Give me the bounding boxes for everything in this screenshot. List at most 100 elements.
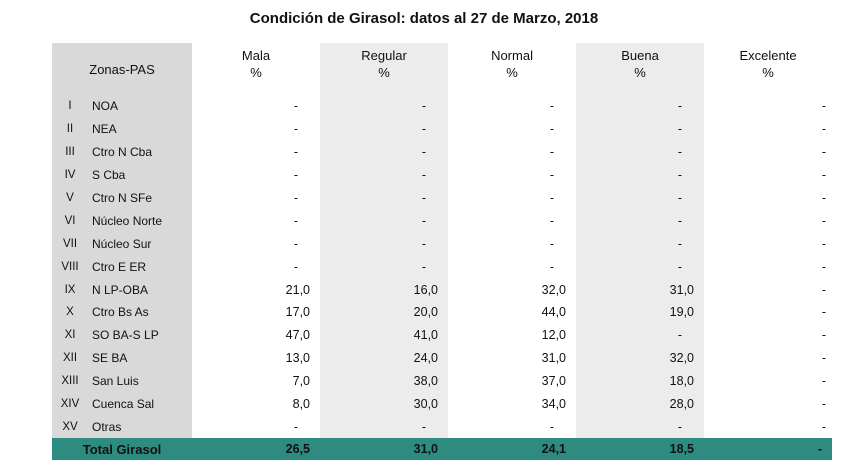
value-cell: - — [821, 351, 827, 366]
column-name: Normal — [491, 48, 533, 63]
value-cell: - — [320, 415, 449, 439]
zone-name: SO BA-S LP — [88, 323, 193, 347]
value-cell: - — [549, 145, 555, 160]
value-cell: 41,0 — [320, 323, 449, 347]
table-row: XIV Cuenca Sal 8,0 30,0 34,0 28,0 - — [52, 392, 832, 416]
value-cell: - — [821, 282, 827, 297]
value-cell: - — [821, 236, 827, 251]
table-row: VI Núcleo Norte - - - - - — [52, 209, 832, 233]
value-cell: 8,0 — [292, 397, 311, 412]
value-cell: - — [320, 163, 449, 187]
value-cell: - — [320, 209, 449, 233]
value-cell: - — [549, 259, 555, 274]
value-cell: 32,0 — [541, 282, 567, 297]
total-row: Total Girasol 26,5 31,0 24,1 18,5 - — [52, 438, 833, 461]
column-header-excelente: Excelente% — [704, 43, 832, 95]
value-cell: - — [576, 95, 705, 118]
zone-name: NOA — [88, 95, 193, 118]
value-cell: 37,0 — [541, 374, 567, 389]
value-cell: - — [576, 117, 705, 141]
value-cell: - — [576, 255, 705, 279]
value-cell: - — [821, 213, 827, 228]
value-cell: - — [320, 255, 449, 279]
zone-number: XIV — [52, 392, 88, 416]
zone-number: VI — [52, 209, 88, 233]
total-cell: 31,0 — [320, 438, 449, 461]
table-row: XI SO BA-S LP 47,0 41,0 12,0- - — [52, 323, 832, 347]
total-cell: 18,5 — [576, 438, 705, 461]
value-cell: - — [821, 259, 827, 274]
value-cell: - — [821, 122, 827, 137]
header-row: Zonas-PAS Mala% Regular% Normal% Buena% … — [52, 43, 832, 95]
value-cell: - — [549, 122, 555, 137]
column-name: Buena — [621, 48, 659, 63]
value-cell: - — [821, 191, 827, 205]
total-cell: 24,1 — [448, 438, 577, 461]
value-cell: - — [821, 328, 827, 343]
table-row: VII Núcleo Sur - - - - - — [52, 232, 832, 256]
column-header-mala: Mala% — [192, 43, 320, 95]
value-cell: - — [293, 145, 299, 160]
value-cell: - — [821, 99, 827, 114]
zone-name: Ctro N Cba — [88, 140, 193, 164]
value-cell: - — [549, 168, 555, 183]
value-cell: - — [293, 122, 299, 137]
table-row: V Ctro N SFe - - - - - — [52, 186, 832, 210]
zone-name: S Cba — [88, 163, 193, 187]
column-header-buena: Buena% — [576, 43, 705, 95]
value-cell: - — [576, 209, 705, 233]
value-cell: - — [320, 95, 449, 118]
zone-number: III — [52, 140, 88, 164]
value-cell: - — [293, 213, 299, 228]
value-cell: - — [293, 168, 299, 183]
column-header-regular: Regular% — [320, 43, 449, 95]
table-row: VIII Ctro E ER - - - - - — [52, 255, 832, 279]
zone-number: V — [52, 186, 88, 210]
zone-number: I — [52, 95, 88, 118]
value-cell: 31,0 — [576, 278, 705, 302]
zone-number: IX — [52, 278, 88, 302]
value-cell: 20,0 — [320, 301, 449, 324]
zone-number: VII — [52, 232, 88, 256]
zone-number: XIII — [52, 369, 88, 393]
zone-name: Otras — [88, 415, 193, 439]
table-row: XV Otras - - - - - — [52, 415, 832, 439]
value-cell: 18,0 — [576, 369, 705, 393]
total-cell: 26,5 — [192, 438, 321, 461]
zone-number: XII — [52, 346, 88, 370]
value-cell: - — [821, 305, 827, 320]
value-cell: - — [821, 374, 827, 389]
value-cell: - — [293, 191, 299, 205]
zone-number: VIII — [52, 255, 88, 279]
value-cell: 30,0 — [320, 392, 449, 416]
total-cell: - — [704, 438, 833, 461]
value-cell: - — [549, 236, 555, 251]
value-cell: - — [576, 186, 705, 210]
table-row: X Ctro Bs As 17,0 20,0 44,0 19,0 - — [52, 301, 832, 324]
zone-name: Núcleo Sur — [88, 232, 193, 256]
value-cell: - — [576, 232, 705, 256]
zone-name: Núcleo Norte — [88, 209, 193, 233]
value-cell: 47,0 — [285, 328, 311, 343]
column-unit: % — [506, 65, 518, 80]
column-unit: % — [762, 65, 774, 80]
zone-number: X — [52, 301, 88, 324]
zone-number: XI — [52, 323, 88, 347]
column-name: Excelente — [739, 48, 797, 63]
table-row: II NEA - - - - - — [52, 117, 832, 141]
value-cell: - — [576, 140, 705, 164]
value-cell: 31,0 — [541, 351, 567, 366]
value-cell: 13,0 — [285, 351, 311, 366]
zone-number: II — [52, 117, 88, 141]
value-cell: - — [549, 99, 555, 114]
column-unit: % — [250, 65, 262, 80]
zone-number: IV — [52, 163, 88, 187]
value-cell: - — [549, 419, 555, 434]
value-cell: - — [293, 236, 299, 251]
value-cell: - — [576, 415, 705, 439]
value-cell: - — [320, 186, 449, 210]
value-cell: - — [821, 419, 827, 434]
value-cell: - — [320, 140, 449, 164]
value-cell: - — [821, 397, 827, 412]
zone-name: SE BA — [88, 346, 193, 370]
